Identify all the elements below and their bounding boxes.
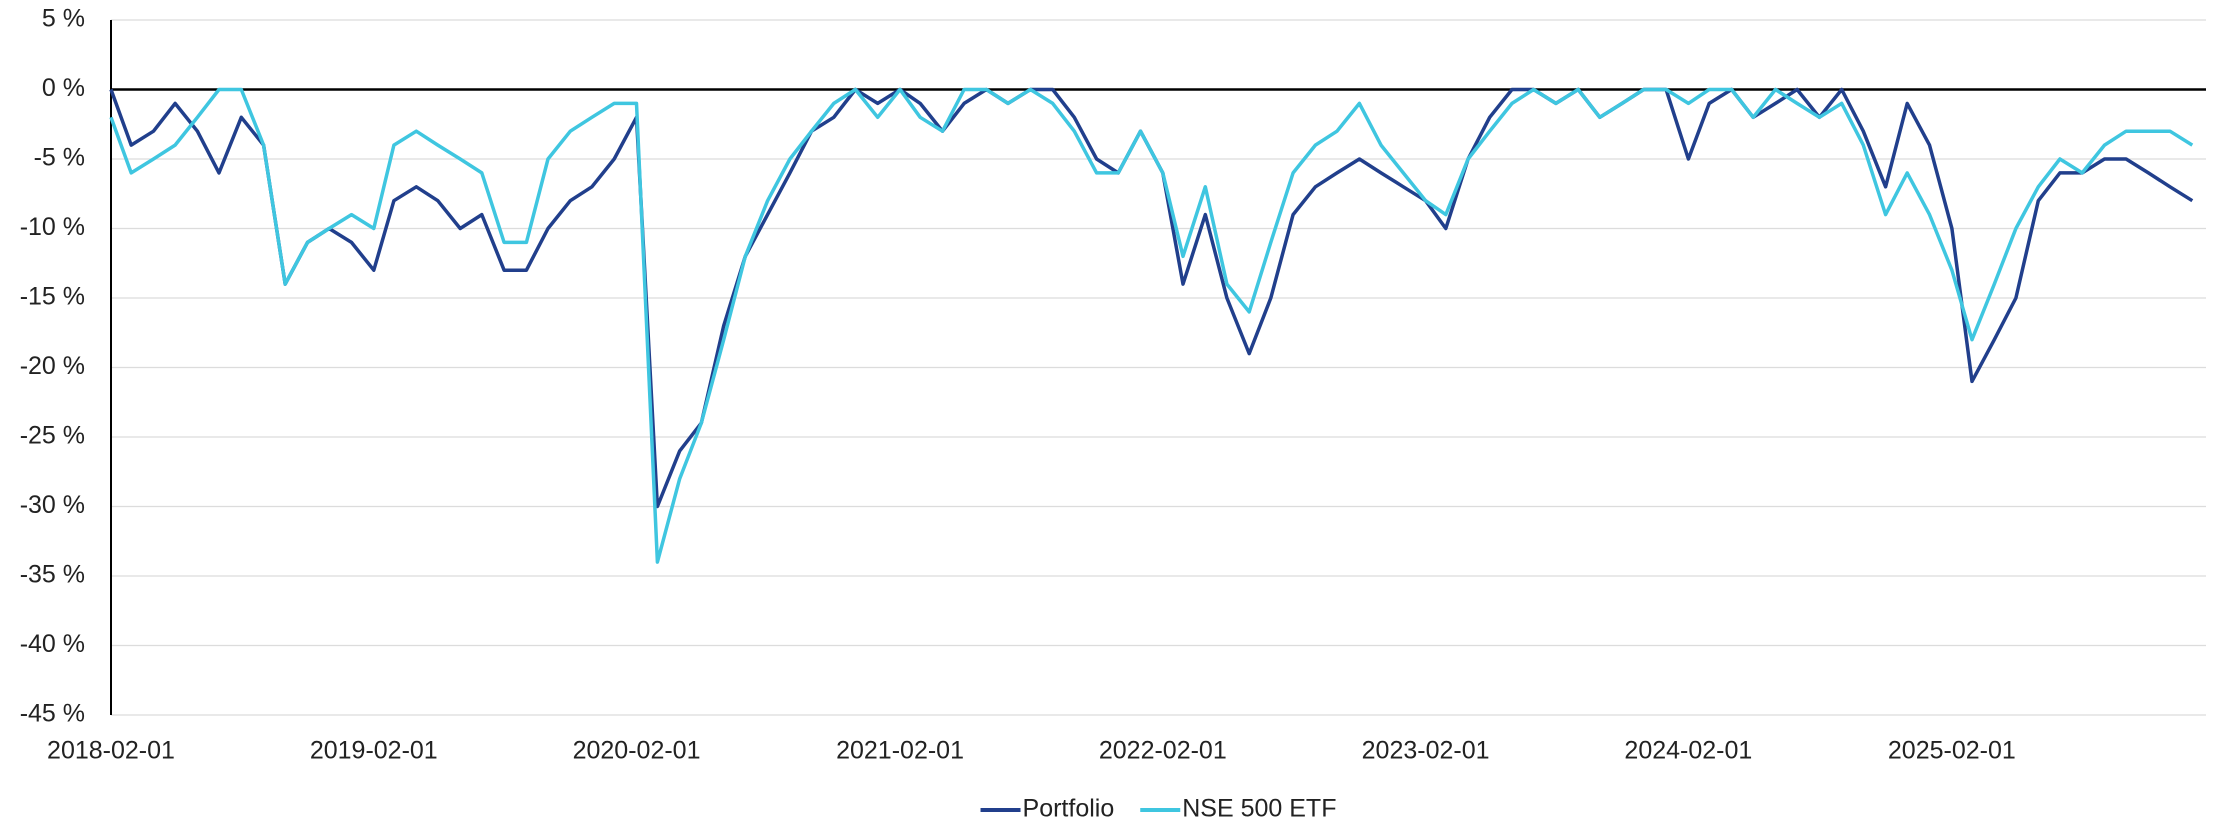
series-line <box>109 87 2194 564</box>
y-tick-label: -40 % <box>20 630 85 658</box>
legend: Portfolio NSE 500 ETF <box>980 795 1336 823</box>
legend-label: NSE 500 ETF <box>1182 795 1336 823</box>
y-tick-label: -25 % <box>20 422 85 450</box>
y-tick-label: -35 % <box>20 561 85 589</box>
x-tick-label: 2022-02-01 <box>1099 737 1227 765</box>
y-tick-label: -30 % <box>20 491 85 519</box>
x-tick-label: 2019-02-01 <box>310 737 438 765</box>
y-tick-label: 5 % <box>42 5 85 33</box>
x-tick-label: 2023-02-01 <box>1362 737 1490 765</box>
y-tick-label: -5 % <box>34 144 85 172</box>
x-tick-label: 2024-02-01 <box>1624 737 1752 765</box>
x-tick-label: 2021-02-01 <box>836 737 964 765</box>
y-tick-label: -45 % <box>20 700 85 728</box>
x-tick-label: 2018-02-01 <box>47 737 175 765</box>
y-tick-label: -20 % <box>20 352 85 380</box>
y-tick-label: 0 % <box>42 74 85 102</box>
legend-label: Portfolio <box>1023 795 1115 823</box>
x-tick-label: 2025-02-01 <box>1888 737 2016 765</box>
y-tick-label: -10 % <box>20 213 85 241</box>
x-tick-label: 2020-02-01 <box>573 737 701 765</box>
y-tick-label: -15 % <box>20 283 85 311</box>
